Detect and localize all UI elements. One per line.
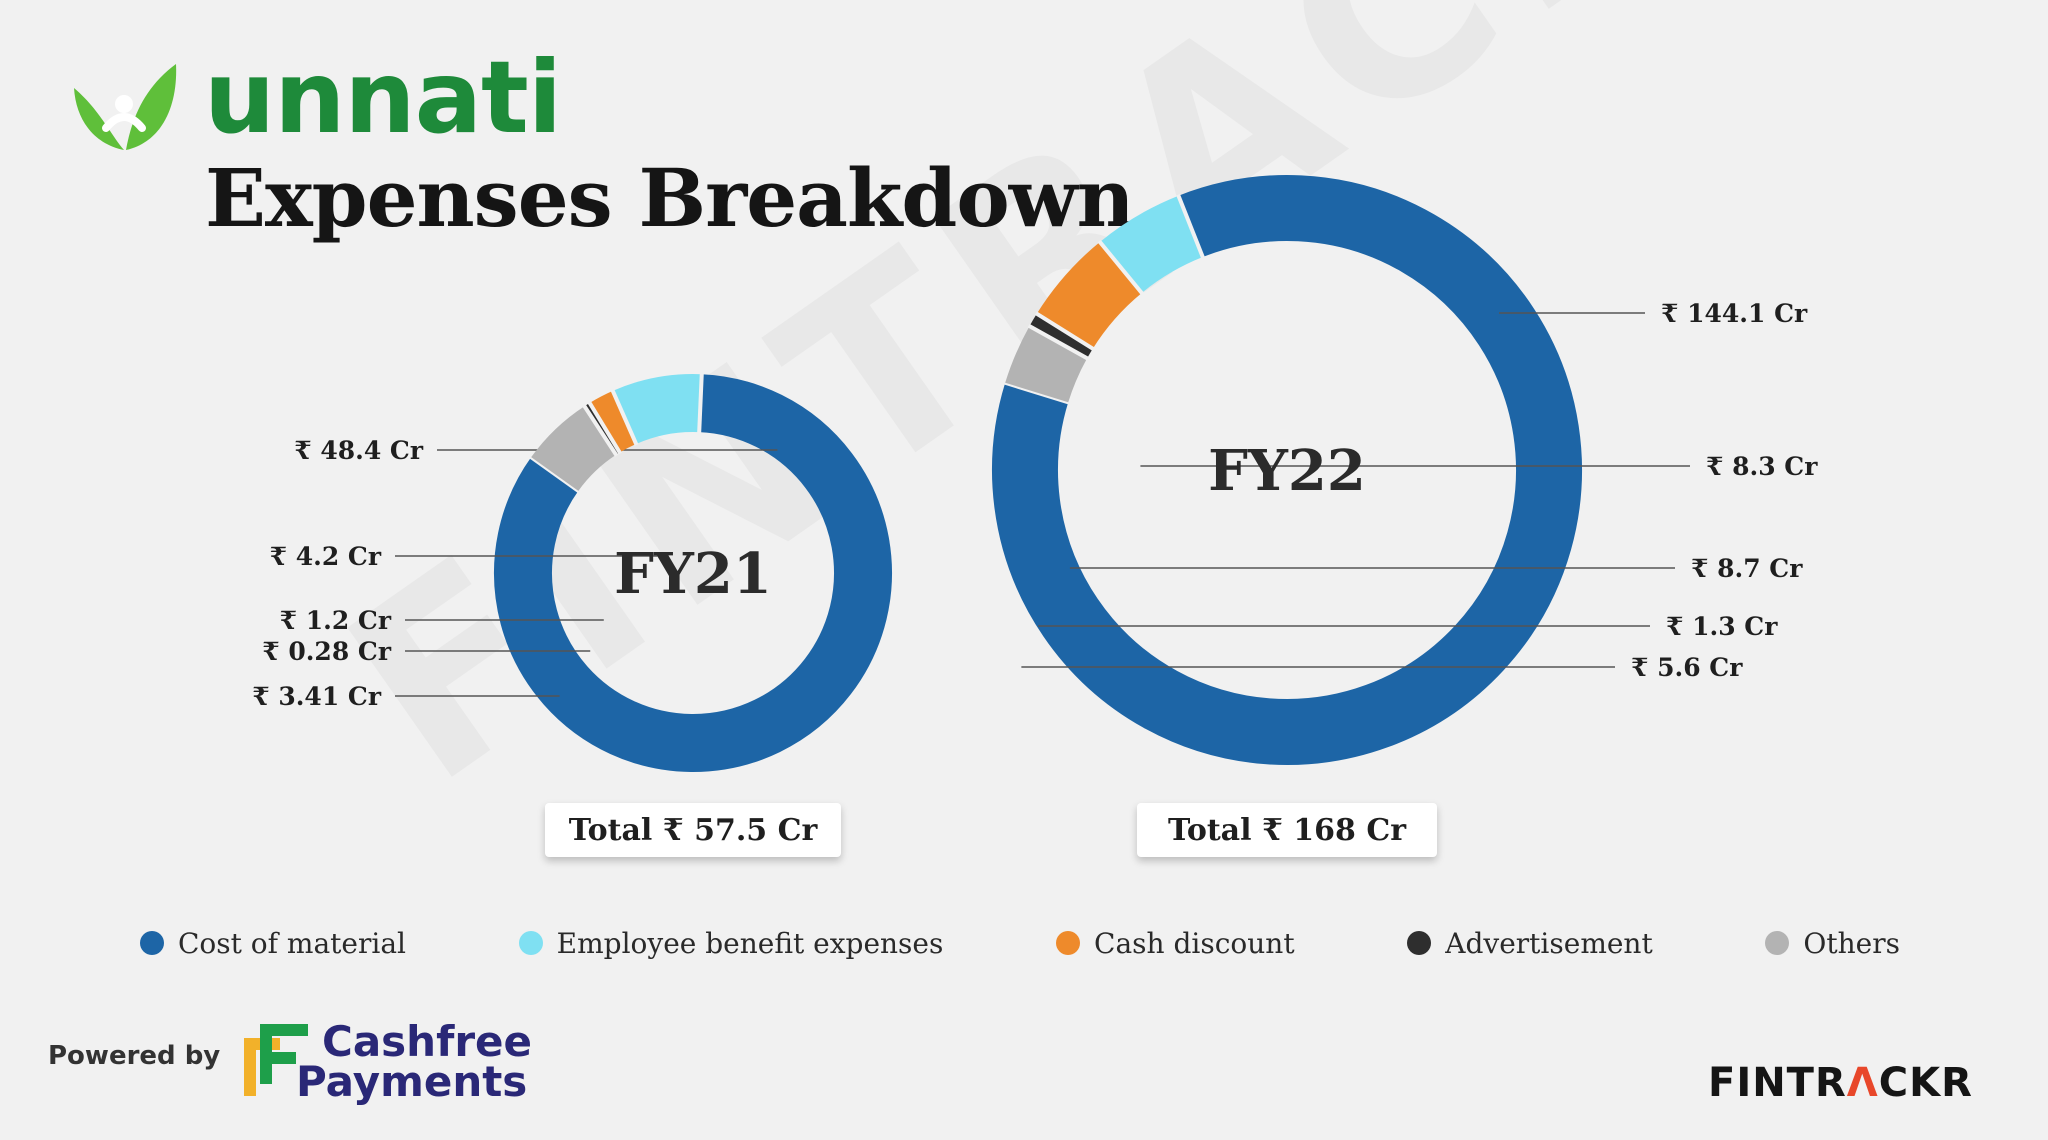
slice-separator [582, 404, 619, 457]
value-label: ₹ 8.7 Cr [1691, 554, 1803, 583]
slice-cash-discount [589, 390, 637, 453]
slice-separator [1027, 323, 1089, 361]
brand-name: unnati [204, 39, 562, 156]
value-label: ₹ 1.3 Cr [1666, 612, 1778, 641]
value-label: ₹ 3.41 Cr [252, 682, 382, 711]
page-title: Expenses Breakdown [205, 151, 1135, 245]
slice-employee-benefit-expenses [612, 374, 702, 445]
value-label: ₹ 1.2 Cr [280, 606, 392, 635]
legend-item-cost-of-material: Cost of material [140, 927, 406, 960]
slice-others [1005, 326, 1088, 403]
legend-item-employee-benefit: Employee benefit expenses [518, 926, 944, 960]
legend-label: Advertisement [1445, 926, 1653, 960]
legend-dot [1056, 931, 1081, 955]
slice-separator [1176, 194, 1205, 259]
slice-separator [1034, 311, 1095, 351]
legend-dot [1407, 931, 1432, 955]
slice-separator [697, 373, 704, 434]
fy22-total-label: Total ₹ 168 Cr [1167, 812, 1407, 848]
slice-separator [587, 401, 622, 455]
cashfree-logo-icon [244, 1024, 308, 1096]
legend-item-advertisement: Advertisement [1407, 926, 1653, 960]
slice-employee-benefit-expenses [1099, 195, 1204, 294]
slice-others [531, 406, 617, 492]
center-label: FY22 [1208, 438, 1366, 504]
partner-name-line1: Cashfree [322, 1017, 533, 1066]
powered-by-text: Powered by [48, 1041, 221, 1071]
center-label: FY21 [614, 541, 772, 607]
legend-item-others: Others [1765, 927, 1900, 960]
slice-cost-of-material [494, 374, 892, 772]
value-label: ₹ 5.6 Cr [1631, 653, 1743, 682]
value-label: ₹ 4.2 Cr [270, 542, 382, 571]
legend-label: Cost of material [178, 926, 406, 960]
value-label: ₹ 48.4 Cr [294, 436, 424, 465]
donut-chart-fy21: ₹ 48.4 Cr ₹ 4.2 Cr ₹ 1.2 Cr₹ 0.28 Cr ₹ 3.41… [252, 373, 892, 772]
slice-cost-of-material [992, 175, 1582, 765]
legend-dot [140, 931, 164, 955]
chart-legend: Cost of material Employee benefit expens… [140, 918, 1900, 968]
legend-dot [1765, 931, 1790, 955]
value-label: ₹ 0.28 Cr [262, 637, 392, 666]
partner-name-line2: Payments [296, 1057, 528, 1106]
slice-cash-discount [1036, 241, 1143, 350]
fintrackr-logo: FINTRΛCKR [1708, 1060, 1973, 1106]
donut-chart-fy22: ₹ 144.1 Cr ₹ 8.3 Cr ₹ 8.7 Cr ₹ 1.3 Cr ₹ 5.6 … [992, 175, 1818, 765]
fy22-total-box: Total ₹ 168 Cr [1137, 803, 1437, 857]
legend-label: Cash discount [1094, 926, 1295, 960]
value-label: ₹ 8.3 Cr [1706, 452, 1818, 481]
value-label: ₹ 144.1 Cr [1661, 299, 1808, 328]
fintrackr-part2: CKR [1878, 1060, 1973, 1106]
legend-label: Employee benefit expenses [556, 926, 944, 960]
slice-separator [1097, 239, 1144, 296]
legend-dot [518, 931, 543, 955]
legend-label: Others [1803, 926, 1900, 960]
fintrackr-part1: FINTR [1708, 1060, 1847, 1106]
legend-item-cash-discount: Cash discount [1056, 927, 1295, 960]
unnati-logo-icon [74, 64, 177, 150]
slice-separator [610, 389, 639, 446]
fy21-total-label: Total ₹ 57.5 Cr [568, 812, 818, 848]
fintrackr-accent: Λ [1846, 1060, 1879, 1106]
fy21-total-box: Total ₹ 57.5 Cr [545, 803, 841, 857]
